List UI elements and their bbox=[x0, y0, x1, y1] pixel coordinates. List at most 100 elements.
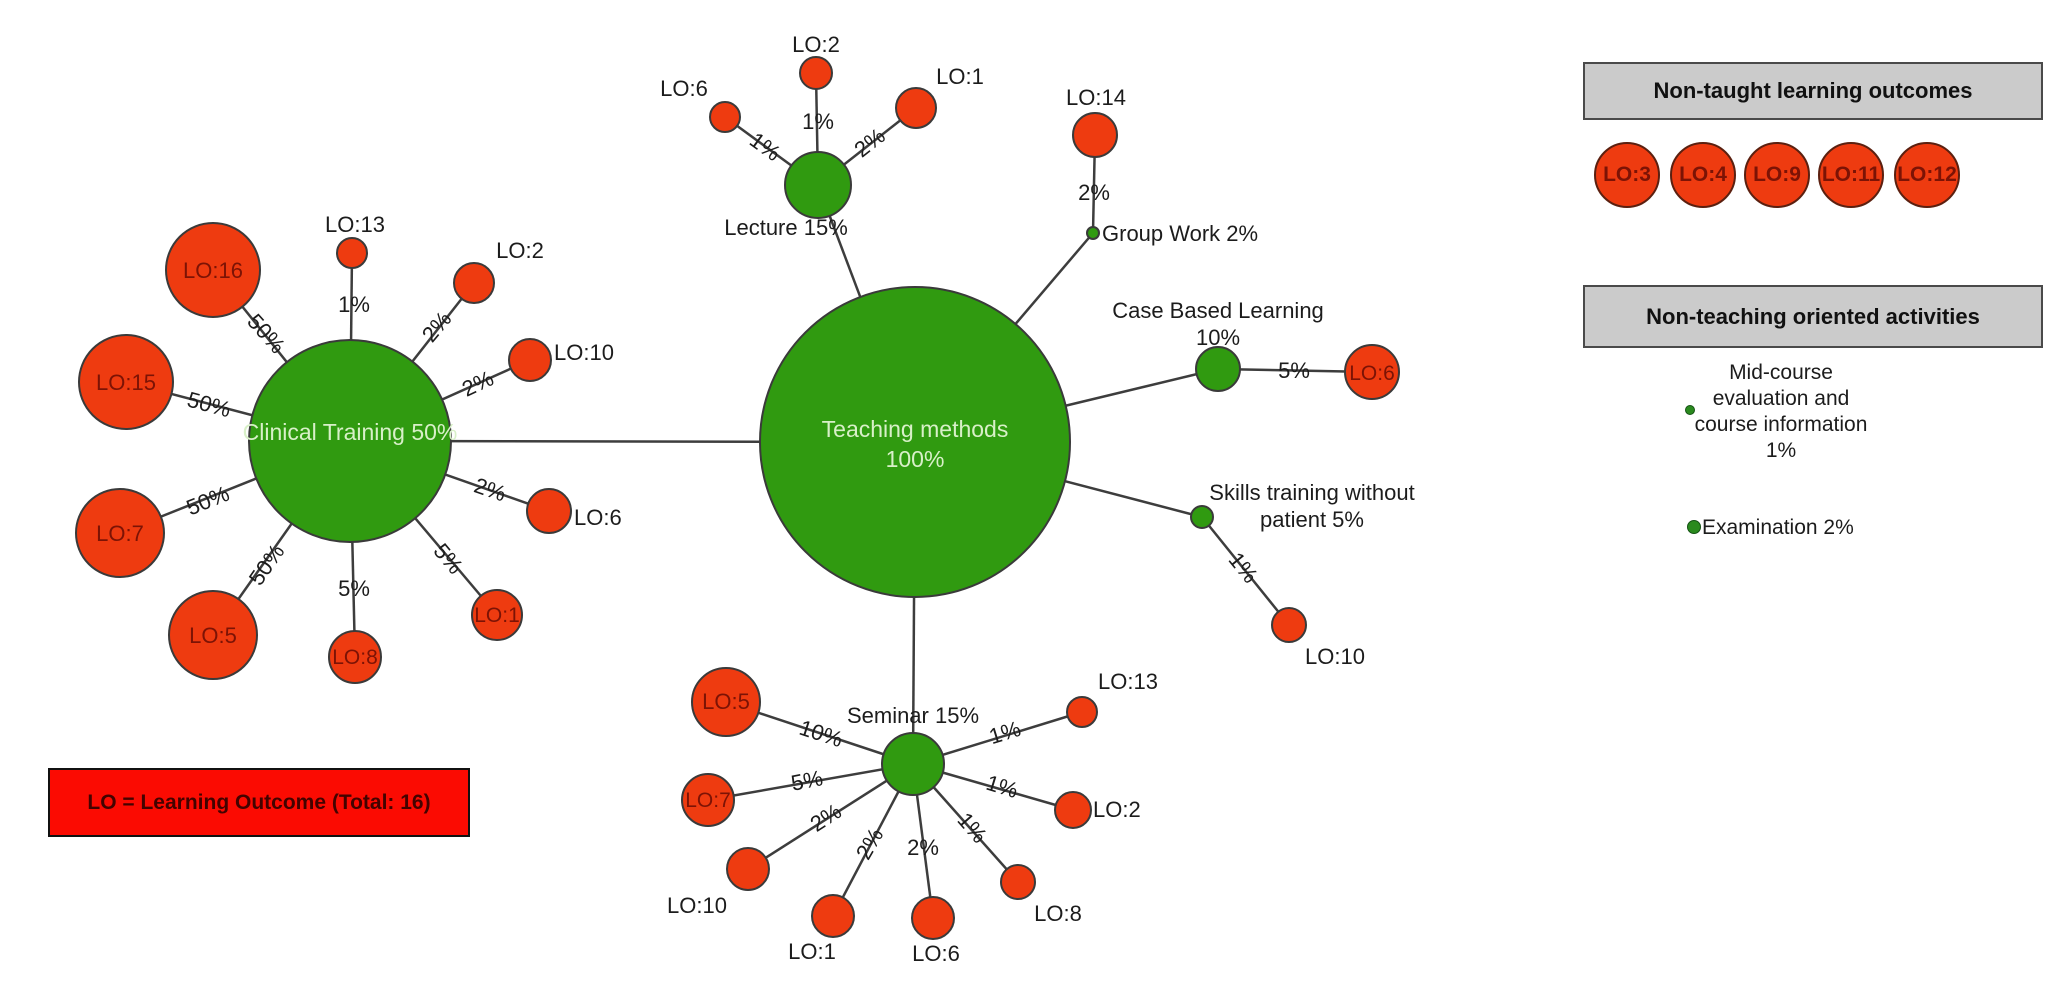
edge-label-clinical-c7: 50% bbox=[183, 481, 233, 521]
edge-label-seminar-se5: 10% bbox=[796, 715, 846, 752]
node-s10 bbox=[1271, 607, 1307, 643]
node-l2 bbox=[799, 56, 833, 90]
edge-label-seminar-se10: 2% bbox=[806, 798, 846, 836]
node-label-lecture: Lecture 15% bbox=[724, 215, 848, 240]
node-seminar bbox=[881, 732, 945, 796]
node-se7 bbox=[681, 773, 735, 827]
node-label-se1: LO:1 bbox=[788, 939, 836, 964]
node-teaching bbox=[759, 286, 1071, 598]
node-label-c7: LO:7 bbox=[96, 521, 144, 546]
legend-circle-LO:4: LO:4 bbox=[1670, 142, 1736, 208]
node-label-s10: LO:10 bbox=[1305, 644, 1365, 669]
node-clinical bbox=[248, 339, 452, 543]
edge-seminar-se10 bbox=[747, 762, 914, 871]
node-label-skills: Skills training without patient 5% bbox=[1209, 480, 1414, 532]
node-c16 bbox=[165, 222, 261, 318]
node-label-se7: LO:7 bbox=[685, 789, 731, 812]
edge-label-seminar-se1: 2% bbox=[851, 824, 889, 864]
legend-circle-LO:12: LO:12 bbox=[1894, 142, 1960, 208]
edge-label-clinical-c13: 1% bbox=[338, 292, 370, 317]
node-c15 bbox=[78, 334, 174, 430]
node-lecture bbox=[784, 151, 852, 219]
legend-non-teaching-title: Non-teaching oriented activities bbox=[1646, 303, 1980, 329]
node-c7 bbox=[75, 488, 165, 578]
edge-label-groupwork-g14: 2% bbox=[1078, 180, 1110, 205]
midcourse-evaluation-label: Mid-course evaluation and course informa… bbox=[1694, 361, 1868, 462]
edge-label-clinical-c10: 2% bbox=[458, 365, 497, 401]
node-label-c16: LO:16 bbox=[183, 258, 243, 283]
node-c1 bbox=[471, 589, 523, 641]
node-label-c13: LO:13 bbox=[325, 212, 385, 237]
node-label-c15: LO:15 bbox=[96, 370, 156, 395]
edge-seminar-se7 bbox=[707, 762, 914, 802]
edge-label-clinical-c6: 2% bbox=[471, 473, 509, 507]
node-label-se5: LO:5 bbox=[702, 689, 750, 714]
node-se2 bbox=[1054, 791, 1092, 829]
node-label-c8: LO:8 bbox=[332, 646, 378, 669]
edge-label-seminar-se13: 1% bbox=[986, 716, 1024, 749]
legend-circle-LO:9: LO:9 bbox=[1744, 142, 1810, 208]
node-c13 bbox=[336, 237, 368, 269]
lo-note-text: LO = Learning Outcome (Total: 16) bbox=[87, 790, 431, 814]
legend-non-teaching-box: Non-teaching oriented activities bbox=[1583, 285, 2043, 348]
node-se1 bbox=[811, 894, 855, 938]
edge-label-seminar-se6: 2% bbox=[907, 835, 939, 860]
node-skills bbox=[1190, 505, 1214, 529]
node-label-c5: LO:5 bbox=[189, 623, 237, 648]
node-c8 bbox=[328, 630, 382, 684]
edge-skills-s10 bbox=[1201, 516, 1290, 626]
node-label-groupwork: Group Work 2% bbox=[1102, 221, 1258, 246]
node-label-c2: LO:2 bbox=[496, 238, 544, 263]
node-label-c1: LO:1 bbox=[474, 604, 520, 627]
node-label-se2: LO:2 bbox=[1093, 797, 1141, 822]
edge-label-lecture-l6: 1% bbox=[745, 127, 785, 166]
node-label-g14: LO:14 bbox=[1066, 85, 1126, 110]
node-label-seminar: Seminar 15% bbox=[847, 703, 979, 728]
node-se13 bbox=[1066, 696, 1098, 728]
node-label-clinical: Clinical Training 50% bbox=[243, 419, 458, 445]
node-l1 bbox=[895, 87, 937, 129]
node-se5 bbox=[691, 667, 761, 737]
node-cb6 bbox=[1344, 344, 1400, 400]
node-label-se6: LO:6 bbox=[912, 941, 960, 966]
node-label-casebased: Case Based Learning 10% bbox=[1112, 298, 1324, 350]
node-label-c10: LO:10 bbox=[554, 340, 614, 365]
legend-circle-LO:11: LO:11 bbox=[1818, 142, 1884, 208]
legend-circle-LO:3: LO:3 bbox=[1594, 142, 1660, 208]
node-groupwork bbox=[1086, 226, 1100, 240]
node-g14 bbox=[1072, 112, 1118, 158]
node-c5 bbox=[168, 590, 258, 680]
legend-non-taught-title: Non-taught learning outcomes bbox=[1653, 78, 1973, 103]
node-se6 bbox=[911, 896, 955, 940]
edge-label-seminar-se2: 1% bbox=[983, 770, 1021, 803]
node-label-teaching: Teaching methods 100% bbox=[822, 416, 1009, 472]
edge-label-lecture-l2: 1% bbox=[802, 109, 834, 134]
node-label-se8: LO:8 bbox=[1034, 901, 1082, 926]
node-label-l1: LO:1 bbox=[936, 64, 984, 89]
node-label-l2: LO:2 bbox=[792, 32, 840, 57]
edge-label-clinical-c8: 5% bbox=[338, 576, 370, 601]
node-label-cb6: LO:6 bbox=[1349, 362, 1395, 385]
node-c2 bbox=[453, 262, 495, 304]
node-label-se10: LO:10 bbox=[667, 893, 727, 918]
node-c6 bbox=[526, 488, 572, 534]
node-label-se13: LO:13 bbox=[1098, 669, 1158, 694]
node-label-l6: LO:6 bbox=[660, 76, 708, 101]
legend-non-taught-box: Non-taught learning outcomes bbox=[1583, 62, 2043, 120]
node-label-c6: LO:6 bbox=[574, 505, 622, 530]
examination-dot-icon bbox=[1687, 520, 1701, 534]
node-se10 bbox=[726, 847, 770, 891]
edge-label-seminar-se7: 5% bbox=[789, 765, 825, 796]
lo-note-box: LO = Learning Outcome (Total: 16) bbox=[48, 768, 470, 837]
examination-label: Examination 2% bbox=[1702, 516, 1854, 539]
edge-label-skills-s10: 1% bbox=[1224, 547, 1263, 587]
midcourse-evaluation-dot-icon bbox=[1685, 405, 1695, 415]
node-se8 bbox=[1000, 864, 1036, 900]
node-l6 bbox=[709, 101, 741, 133]
node-c10 bbox=[508, 338, 552, 382]
node-casebased bbox=[1195, 346, 1241, 392]
edge-label-casebased-cb6: 5% bbox=[1278, 358, 1310, 383]
edge-label-clinical-c15: 50% bbox=[185, 387, 234, 423]
